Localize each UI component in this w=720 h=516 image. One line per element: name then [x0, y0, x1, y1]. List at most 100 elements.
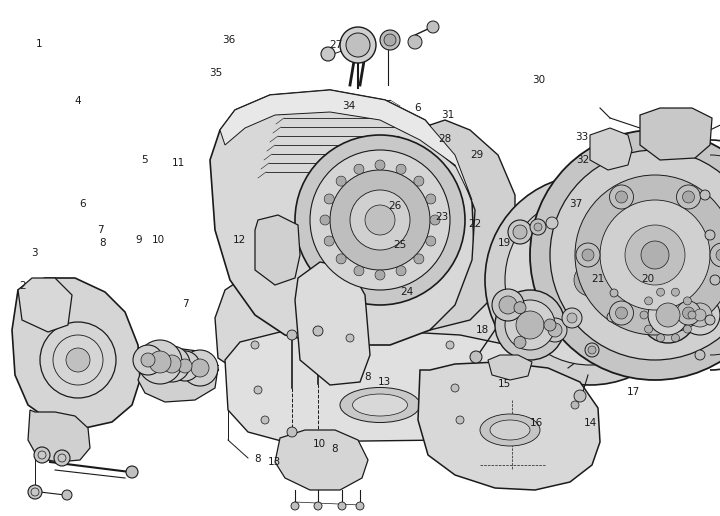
Circle shape [548, 323, 562, 337]
Circle shape [641, 241, 669, 269]
Polygon shape [138, 348, 218, 402]
Circle shape [683, 307, 695, 319]
Circle shape [616, 191, 628, 203]
Circle shape [705, 230, 715, 240]
Polygon shape [215, 255, 528, 390]
Text: 14: 14 [584, 418, 597, 428]
Circle shape [499, 296, 517, 314]
Text: 21: 21 [591, 273, 604, 284]
Circle shape [656, 303, 680, 327]
Text: 25: 25 [394, 240, 407, 250]
Circle shape [567, 313, 577, 323]
Circle shape [254, 386, 262, 394]
Circle shape [705, 315, 715, 325]
Polygon shape [275, 430, 368, 490]
Polygon shape [210, 90, 475, 345]
Circle shape [550, 150, 720, 360]
Circle shape [375, 270, 385, 280]
Circle shape [582, 249, 594, 261]
Circle shape [574, 264, 606, 296]
Circle shape [571, 401, 579, 409]
Circle shape [700, 190, 710, 200]
Circle shape [354, 266, 364, 276]
Text: 13: 13 [378, 377, 391, 387]
Text: 24: 24 [400, 286, 413, 297]
Polygon shape [12, 278, 140, 428]
Circle shape [695, 350, 705, 360]
Text: 10: 10 [152, 235, 165, 245]
Circle shape [562, 308, 582, 328]
Circle shape [495, 290, 565, 360]
Circle shape [562, 252, 618, 308]
Circle shape [321, 47, 335, 61]
Text: 8: 8 [331, 444, 338, 454]
Circle shape [644, 325, 652, 333]
Polygon shape [225, 330, 530, 442]
Polygon shape [255, 215, 300, 285]
Text: 5: 5 [140, 155, 148, 165]
Circle shape [574, 390, 586, 402]
Circle shape [414, 176, 424, 186]
Circle shape [546, 217, 558, 229]
Circle shape [644, 297, 652, 305]
Circle shape [492, 289, 524, 321]
Polygon shape [488, 355, 532, 380]
Circle shape [683, 297, 691, 305]
Text: 17: 17 [627, 387, 640, 397]
Circle shape [710, 243, 720, 267]
Circle shape [310, 150, 450, 290]
Circle shape [530, 219, 546, 235]
Circle shape [340, 27, 376, 63]
Circle shape [182, 350, 218, 386]
Ellipse shape [353, 394, 408, 416]
Circle shape [683, 191, 695, 203]
Circle shape [610, 185, 634, 209]
Text: 12: 12 [233, 235, 246, 245]
Circle shape [365, 205, 395, 235]
Circle shape [34, 447, 50, 463]
Circle shape [610, 301, 634, 325]
Circle shape [324, 236, 334, 246]
Circle shape [178, 359, 192, 373]
Circle shape [588, 346, 596, 354]
Circle shape [414, 254, 424, 264]
Polygon shape [28, 410, 90, 462]
Circle shape [138, 340, 182, 384]
Circle shape [336, 254, 346, 264]
Text: 2: 2 [19, 281, 27, 292]
Circle shape [287, 427, 297, 437]
Circle shape [426, 194, 436, 204]
Text: 8: 8 [364, 372, 371, 382]
Polygon shape [590, 128, 632, 170]
Circle shape [126, 466, 138, 478]
Text: 9: 9 [135, 235, 142, 245]
Text: 19: 19 [498, 237, 510, 248]
Text: 33: 33 [575, 132, 588, 142]
Circle shape [470, 351, 482, 363]
Circle shape [62, 490, 72, 500]
Circle shape [688, 303, 712, 327]
Circle shape [585, 343, 599, 357]
Text: 20: 20 [642, 273, 654, 284]
Circle shape [313, 326, 323, 336]
Circle shape [694, 309, 706, 321]
Circle shape [683, 325, 691, 333]
Text: 29: 29 [470, 150, 483, 160]
Circle shape [534, 223, 542, 231]
Circle shape [350, 190, 410, 250]
Circle shape [680, 295, 720, 335]
Text: 37: 37 [570, 199, 582, 209]
Circle shape [191, 359, 209, 377]
Circle shape [154, 346, 190, 382]
Circle shape [54, 450, 70, 466]
Circle shape [505, 195, 675, 365]
Text: 11: 11 [172, 157, 185, 168]
Circle shape [677, 185, 701, 209]
Text: 1: 1 [36, 39, 43, 49]
Circle shape [451, 384, 459, 392]
Circle shape [514, 302, 526, 314]
Circle shape [163, 355, 181, 373]
Circle shape [28, 485, 42, 499]
Circle shape [513, 225, 527, 239]
Circle shape [330, 170, 430, 270]
